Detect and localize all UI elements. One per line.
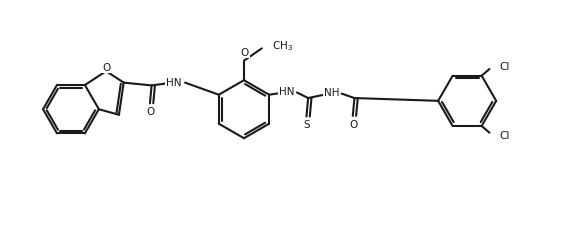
Text: O: O: [349, 119, 358, 129]
Text: NH: NH: [324, 88, 340, 98]
Text: O: O: [147, 107, 155, 117]
Text: O: O: [241, 47, 248, 57]
Text: HN: HN: [166, 78, 182, 88]
Text: O: O: [102, 62, 111, 72]
Text: CH$_3$: CH$_3$: [272, 40, 293, 53]
Text: Cl: Cl: [500, 131, 510, 141]
Text: Cl: Cl: [500, 62, 510, 72]
Text: HN: HN: [279, 87, 295, 97]
Text: S: S: [304, 120, 310, 130]
